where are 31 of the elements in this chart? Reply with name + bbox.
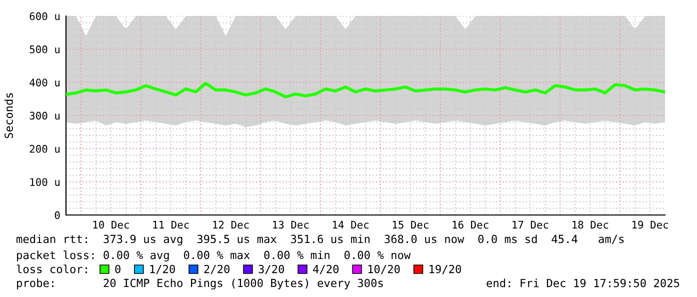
y-axis-title: Seconds bbox=[4, 93, 13, 138]
text: packet loss: 0.00 % avg 0.00 % max 0.00 % min 0.00 % now bbox=[17, 250, 411, 262]
legend-title: loss color: bbox=[16, 264, 87, 274]
y-tick-label: 600 u bbox=[30, 12, 60, 20]
legend-label: 19/20 bbox=[430, 264, 461, 274]
text: median rtt: 373.9 us avg 395.5 us max 351.6 us min 368.0 us now 0.0 ms sd 45.4 am/s bbox=[16, 234, 624, 246]
y-tick-label: 400 u bbox=[30, 78, 60, 86]
y-tick-label: 200 u bbox=[30, 144, 60, 153]
x-tick-label: 18 Dec bbox=[572, 220, 608, 229]
legend-label: 2/20 bbox=[204, 264, 230, 274]
x-tick-label: 13 Dec bbox=[273, 220, 309, 229]
y-tick-label: 0 bbox=[54, 211, 60, 220]
text: probe: 20 ICMP Echo Pings (1000 Bytes) every 300s bbox=[17, 278, 383, 290]
x-tick-label: 10 Dec bbox=[93, 220, 129, 229]
legend-label: 10/20 bbox=[368, 264, 400, 274]
legend-label: 3/20 bbox=[258, 264, 284, 274]
legend-label: 0 bbox=[115, 264, 120, 274]
x-tick-label: 17 Dec bbox=[512, 220, 548, 229]
x-tick-label: 12 Dec bbox=[213, 220, 249, 229]
x-tick-label: 14 Dec bbox=[332, 220, 368, 229]
x-tick-label: 19 Dec bbox=[632, 220, 668, 229]
legend-label: 1/20 bbox=[150, 264, 175, 274]
text: end: Fri Dec 19 17:59:50 2025 bbox=[486, 278, 680, 288]
y-tick-label: 300 u bbox=[30, 112, 60, 120]
x-tick-label: 16 Dec bbox=[452, 220, 488, 229]
legend-label: 4/20 bbox=[313, 264, 339, 274]
line-series bbox=[66, 82, 665, 98]
x-tick-label: 15 Dec bbox=[392, 220, 428, 229]
y-tick-label: 500 u bbox=[30, 45, 60, 54]
x-tick-label: 11 Dec bbox=[153, 220, 189, 229]
y-tick-label: 100 u bbox=[30, 178, 60, 186]
